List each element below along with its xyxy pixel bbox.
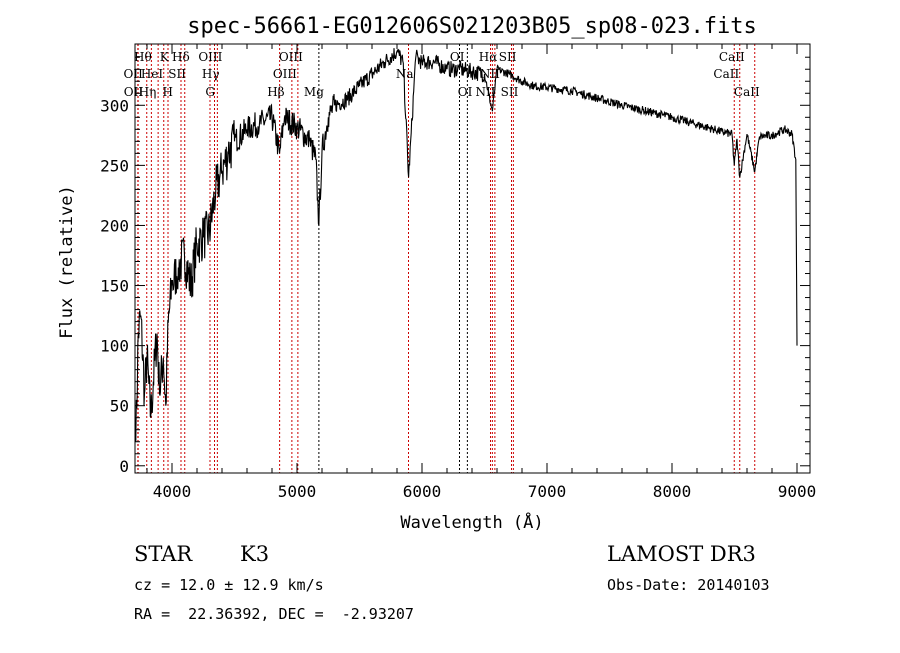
- y-tick-label: 100: [100, 337, 129, 356]
- spectral-line-label: OI: [450, 50, 465, 64]
- spectrum-series: [135, 48, 798, 442]
- spectral-line-label: NII: [480, 67, 500, 81]
- obs-date: Obs-Date: 20140103: [607, 576, 770, 594]
- x-tick-label: 7000: [528, 482, 567, 501]
- x-axis-label: Wavelength (Å): [400, 511, 543, 533]
- spectral-line-label: Hγ: [202, 67, 220, 81]
- spectral-line-label: OIII: [279, 50, 303, 64]
- spectral-line-label: Na: [396, 67, 414, 81]
- spectral-line-label: OI: [458, 85, 473, 99]
- spectral-line-label: Hα: [479, 50, 498, 64]
- y-axis-label: Flux (relative): [57, 185, 77, 339]
- spectral-line-label: SII: [499, 50, 517, 64]
- x-tick-label: 8000: [653, 482, 692, 501]
- spectral-line-label: CaII: [734, 85, 760, 99]
- x-tick-label: 9000: [778, 482, 817, 501]
- object-subclass: K3: [240, 542, 269, 566]
- spectral-line-label: OII: [124, 85, 144, 99]
- y-tick-label: 200: [100, 216, 129, 235]
- spectral-line-label: Hη: [139, 85, 157, 99]
- plot-frame: [134, 43, 811, 474]
- x-tick-label: 5000: [278, 482, 317, 501]
- y-tick-label: 150: [100, 277, 129, 296]
- spectral-line-label: Hθ: [134, 50, 152, 64]
- x-tick-label: 4000: [153, 482, 192, 501]
- x-tick-label: 6000: [403, 482, 442, 501]
- spectral-line-label: H: [163, 85, 173, 99]
- line-labels: OII OII Hθ Hη HeI K H SII Hδ G Hγ OIII Hβ OIII OIII Mg N…: [124, 50, 760, 99]
- spectral-line-label: OIII: [273, 67, 297, 81]
- y-tick-label: 0: [119, 457, 129, 476]
- spectral-lines: [137, 44, 756, 473]
- survey-name: LAMOST DR3: [607, 542, 756, 566]
- y-tick-label: 50: [110, 397, 129, 416]
- spectral-line-label: K: [160, 50, 170, 64]
- y-tick-label: 250: [100, 156, 129, 175]
- spectral-line-label: OII: [124, 67, 144, 81]
- spectral-line-label: NII: [476, 85, 496, 99]
- spectral-line-label: HeI: [141, 67, 164, 81]
- object-class: STAR: [134, 542, 193, 566]
- axis-ticks: 4000 5000 6000 7000 8000 9000 0 50 100 150 200 250 3…: [100, 44, 816, 501]
- spectral-line-label: Mg: [304, 85, 324, 99]
- spectral-line-label: OIII: [198, 50, 222, 64]
- spectral-line-label: SII: [168, 67, 186, 81]
- chart-title: spec-56661-EG012606S021203B05_sp08-023.f…: [187, 14, 757, 39]
- spectral-line-label: SII: [501, 85, 519, 99]
- spectral-line-label: Hβ: [267, 85, 284, 99]
- spectral-line-label: G: [205, 85, 215, 99]
- redshift-text: cz = 12.0 ± 12.9 km/s: [134, 576, 324, 594]
- coordinates-text: RA = 22.36392, DEC = -2.93207: [134, 605, 414, 623]
- spectral-line-label: Hδ: [172, 50, 190, 64]
- y-tick-label: 300: [100, 96, 129, 115]
- spectral-line-label: CaII: [713, 67, 739, 81]
- spectral-line-label: CaII: [719, 50, 745, 64]
